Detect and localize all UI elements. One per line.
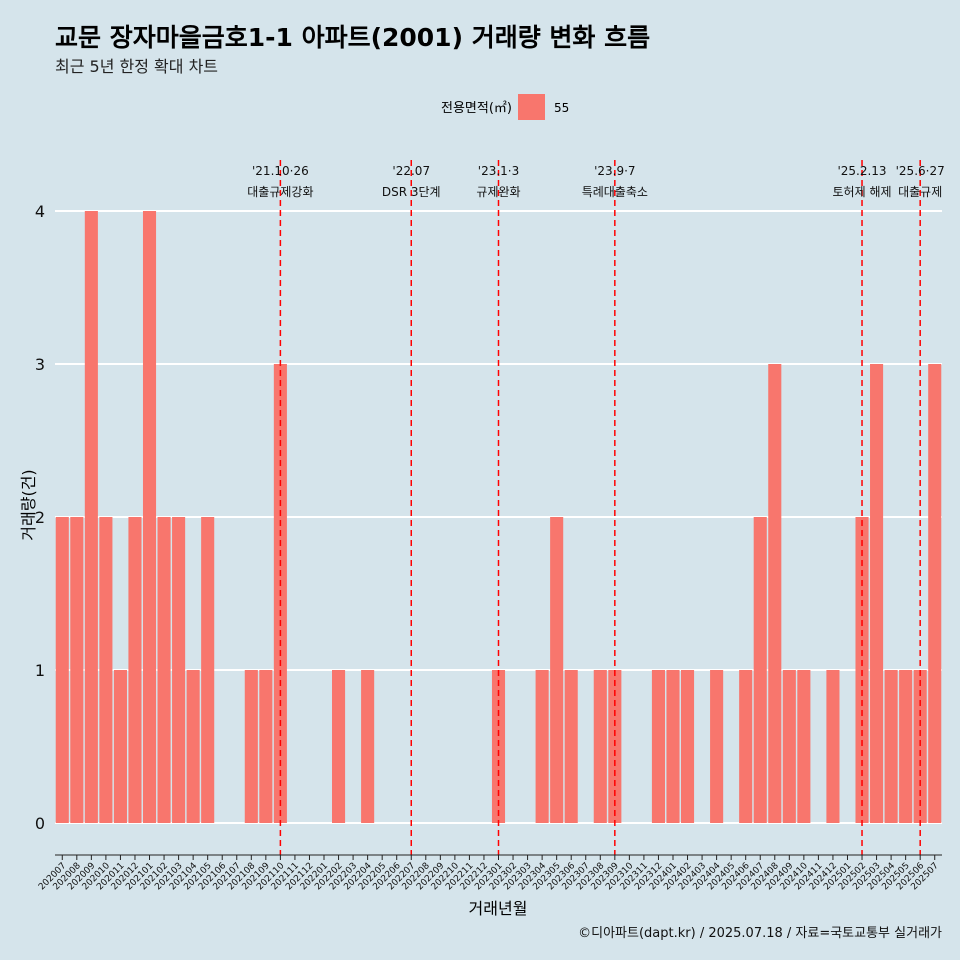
bar	[84, 211, 98, 823]
source-caption: ©디아파트(dapt.kr) / 2025.07.18 / 자료=국토교통부 실…	[578, 926, 942, 941]
bar	[142, 211, 157, 823]
event-label: 토허제 해제	[833, 185, 892, 199]
bar	[739, 670, 753, 823]
bar	[55, 517, 69, 823]
bar	[913, 670, 927, 823]
bar	[535, 670, 549, 823]
bar	[899, 670, 913, 823]
event-date: '22.07	[392, 164, 430, 178]
event-label: DSR 3단계	[382, 185, 441, 199]
bar	[651, 670, 665, 823]
bar	[928, 364, 942, 823]
bar	[128, 517, 142, 823]
bar	[157, 517, 171, 823]
bar	[593, 670, 607, 823]
bar	[244, 670, 258, 823]
bar	[797, 670, 811, 823]
bar	[608, 670, 622, 823]
legend-title: 전용면적(㎡)	[441, 101, 512, 116]
y-axis-title: 거래량(건)	[19, 469, 38, 540]
chart-subtitle: 최근 5년 한정 확대 차트	[55, 57, 219, 76]
bar	[259, 670, 273, 823]
bar	[70, 517, 84, 823]
event-date: '23.9·7	[594, 164, 635, 178]
bar	[782, 670, 796, 823]
bar	[113, 670, 127, 823]
bar	[753, 517, 767, 823]
bar	[870, 364, 884, 823]
event-label: 규제완화	[476, 185, 520, 199]
bar	[884, 670, 898, 823]
event-label: 특례대출축소	[582, 185, 648, 199]
chart-title: 교문 장자마을금호1-1 아파트(2001) 거래량 변화 흐름	[55, 23, 651, 52]
legend-label: 55	[554, 101, 569, 115]
bar	[666, 670, 680, 823]
event-label: 대출규제	[898, 185, 942, 199]
bar	[361, 670, 375, 823]
legend-swatch	[518, 94, 545, 120]
bar	[201, 517, 215, 823]
bar	[491, 670, 506, 823]
event-label: 대출규제강화	[247, 185, 313, 199]
y-tick-label: 3	[35, 355, 45, 374]
bar	[680, 670, 695, 823]
event-date: '25.6·27	[896, 164, 945, 178]
event-date: '23.1·3	[478, 164, 519, 178]
bar	[826, 670, 840, 823]
event-date: '25.2.13	[837, 164, 886, 178]
bar	[172, 517, 186, 823]
bar	[332, 670, 346, 823]
y-tick-label: 2	[35, 508, 45, 527]
bar	[768, 364, 782, 823]
x-axis-title: 거래년월	[469, 899, 528, 918]
bar	[99, 517, 113, 823]
bar	[550, 517, 564, 823]
event-date: '21.10·26	[252, 164, 309, 178]
y-tick-label: 0	[35, 814, 45, 833]
bar	[186, 670, 200, 823]
y-tick-label: 4	[35, 202, 45, 221]
bar	[710, 670, 724, 823]
bar	[564, 670, 578, 823]
y-tick-label: 1	[35, 661, 45, 680]
